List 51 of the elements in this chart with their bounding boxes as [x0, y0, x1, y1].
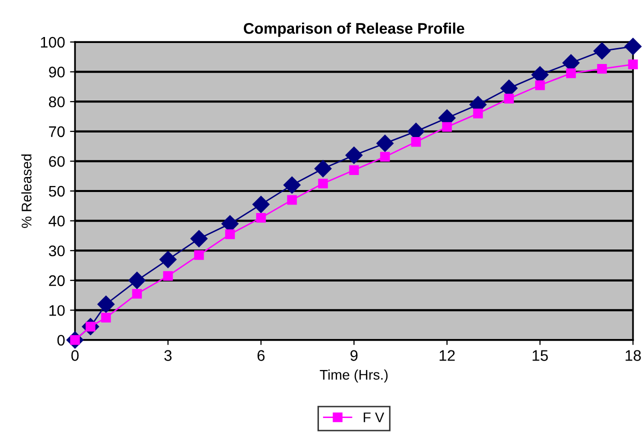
y-tick-label: 30: [48, 245, 65, 256]
point: [411, 136, 421, 147]
y-tick-label: 10: [49, 305, 65, 316]
point: [628, 59, 638, 70]
x-tick-label: 18: [626, 350, 641, 361]
point: [190, 230, 208, 248]
x-tick-label: 3: [164, 350, 172, 361]
x-tick-label: 15: [532, 350, 548, 361]
point: [473, 108, 483, 118]
point: [97, 296, 115, 313]
point: [624, 38, 642, 56]
point: [314, 160, 332, 178]
point: [163, 271, 173, 281]
x-tick-label: 9: [350, 350, 358, 361]
point: [132, 288, 142, 299]
point: [593, 42, 611, 60]
point: [318, 178, 328, 188]
x-axis-title: Time (Hrs.): [320, 370, 388, 382]
point: [194, 250, 204, 260]
y-tick-label: 20: [49, 275, 65, 286]
x-tick-label: 0: [71, 350, 79, 361]
point: [159, 250, 177, 268]
point: [128, 272, 146, 289]
y-tick-label: 60: [49, 156, 65, 167]
point: [345, 146, 363, 164]
chart-title: Comparison of Release Profile: [244, 22, 464, 37]
point: [376, 134, 394, 152]
point: [380, 152, 390, 162]
x-tick-label: 6: [258, 350, 265, 361]
y-tick-label: 100: [40, 36, 65, 48]
y-tick-label: 90: [49, 66, 65, 78]
point: [101, 312, 111, 323]
point: [504, 94, 514, 104]
point: [597, 64, 607, 74]
point: [535, 80, 545, 90]
y-tick-label: 50: [48, 186, 65, 197]
x-tick-label: 12: [440, 350, 455, 361]
point: [252, 196, 270, 213]
point: [349, 165, 359, 175]
y-tick-label: 0: [57, 334, 65, 346]
y-tick-label: 40: [48, 216, 65, 226]
point: [442, 122, 452, 132]
point: [256, 212, 266, 223]
point: [287, 195, 297, 205]
y-tick-label: 80: [48, 96, 65, 108]
y-tick-label: 70: [49, 126, 65, 138]
legend-label: F V: [364, 412, 384, 422]
point: [225, 229, 235, 240]
point: [566, 68, 576, 78]
point: [283, 176, 301, 194]
y-axis-title: % Released: [21, 154, 32, 228]
